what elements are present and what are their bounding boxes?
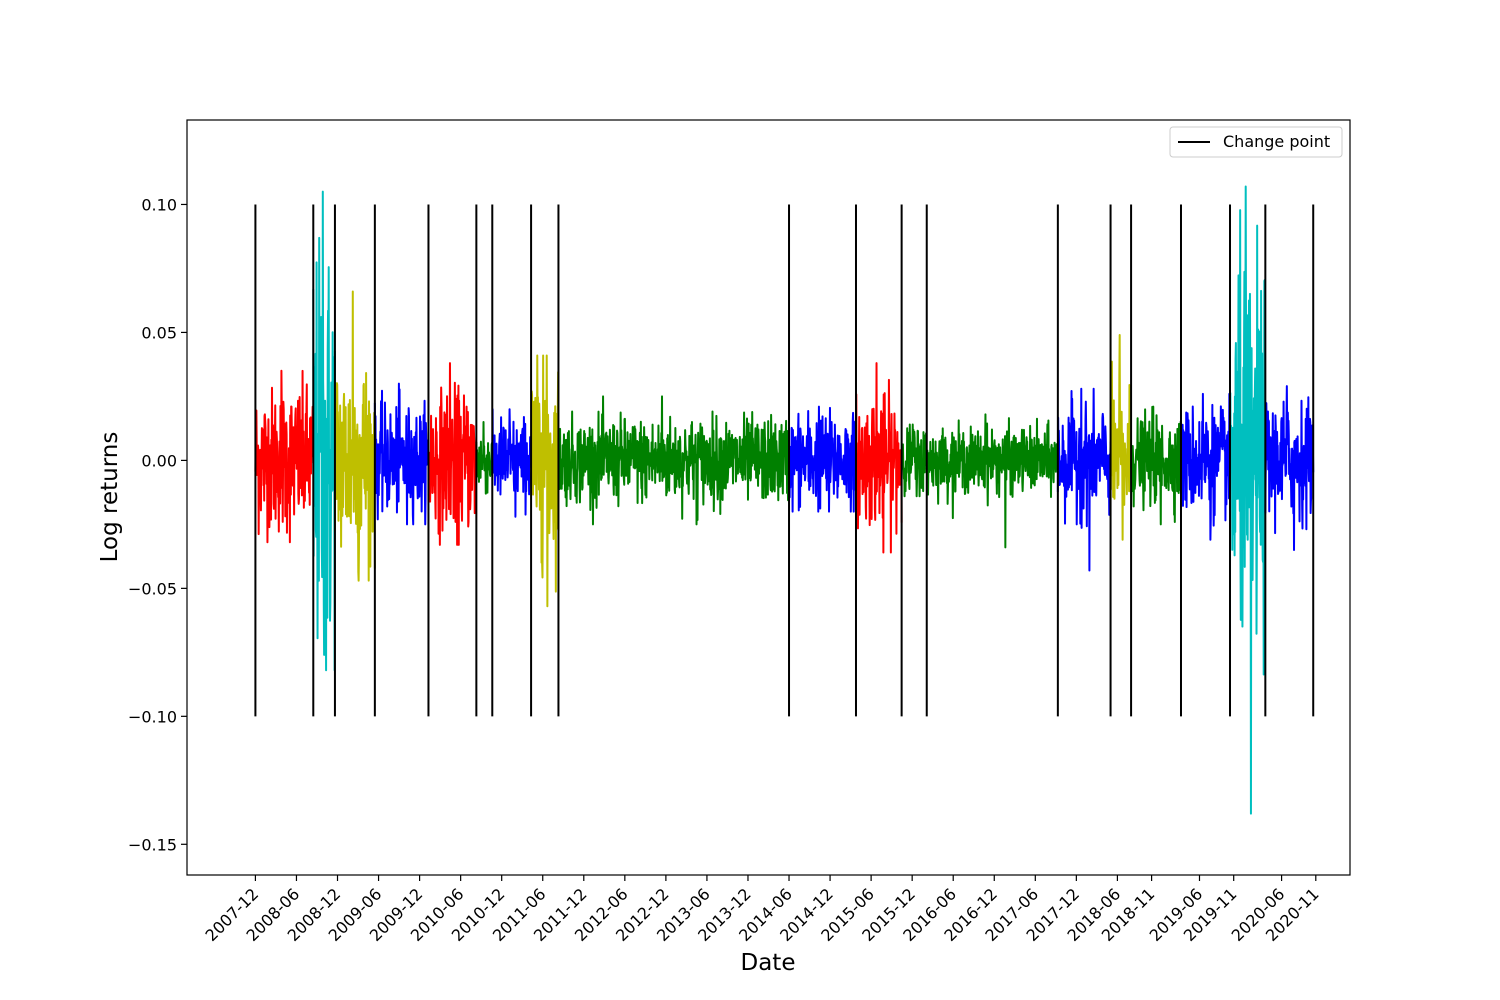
legend: Change point — [1169, 126, 1343, 158]
plot-frame — [186, 119, 1351, 876]
return-series-segment-14 — [1056, 387, 1112, 572]
y-tick-label: 0.05 — [141, 323, 177, 342]
return-series-layer — [254, 185, 1315, 815]
legend-change-point-label: Change point — [1223, 132, 1330, 151]
return-series-segment-16 — [1130, 405, 1182, 526]
return-series-segment-10 — [788, 405, 857, 513]
return-series-segment-3 — [333, 290, 376, 582]
return-series-segment-15 — [1109, 333, 1133, 541]
return-series-segment-9 — [557, 395, 791, 526]
return-series-segment-12 — [900, 423, 928, 498]
return-series-segment-7 — [491, 408, 533, 518]
y-tick-label: −0.10 — [128, 707, 177, 726]
return-series-segment-6 — [475, 421, 494, 495]
return-series-segment-11 — [854, 362, 903, 554]
y-axis: −0.15 −0.10 −0.05 0.00 0.05 0.10 — [128, 195, 187, 854]
return-series-segment-4 — [373, 382, 430, 526]
return-series-segment-2 — [312, 190, 336, 672]
legend-box — [1169, 126, 1343, 158]
y-tick-label: −0.15 — [128, 835, 177, 854]
y-tick-label: 0.00 — [141, 451, 177, 470]
change-point-layer — [254, 204, 1315, 717]
return-series-segment-19 — [1264, 385, 1315, 551]
return-series-segment-8 — [530, 354, 560, 608]
x-axis-title: Date — [741, 950, 796, 976]
return-series-segment-1 — [254, 369, 315, 544]
y-tick-label: 0.10 — [141, 195, 177, 214]
y-axis-title: Log returns — [97, 432, 123, 563]
return-series-segment-5 — [427, 362, 478, 546]
y-tick-label: −0.05 — [128, 579, 177, 598]
return-series-segment-18 — [1229, 185, 1267, 815]
return-series-segment-17 — [1179, 392, 1232, 541]
return-series-segment-13 — [925, 413, 1059, 549]
